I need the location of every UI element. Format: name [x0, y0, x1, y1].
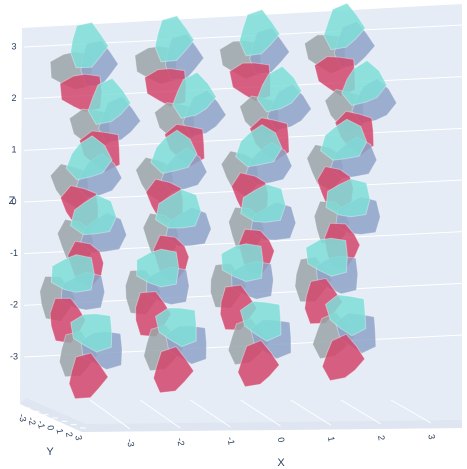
x-tick-label: 3 — [426, 434, 437, 441]
mesh-blob — [319, 118, 368, 161]
grid-line — [89, 399, 131, 430]
mesh-blob — [152, 346, 195, 394]
mesh-blob — [239, 300, 282, 342]
x-axis-title: X — [277, 457, 285, 469]
grid-line — [190, 399, 231, 428]
mesh-blob — [69, 194, 117, 236]
x-tick-label: 0 — [276, 437, 287, 444]
mesh-blob — [154, 188, 202, 229]
y-tick-label: 1 — [55, 428, 66, 435]
z-tick-label: -2 — [10, 300, 18, 310]
mesh-blob — [235, 124, 283, 168]
x-tick-label: -3 — [125, 438, 136, 448]
mesh-blob — [136, 248, 180, 288]
mesh-blob — [256, 65, 303, 113]
mesh-blob — [238, 9, 281, 57]
mesh-blob — [341, 59, 388, 106]
mesh-blob — [237, 339, 280, 388]
mesh-blob — [240, 183, 287, 223]
grid-line — [340, 399, 382, 425]
mesh-blob — [324, 294, 367, 337]
mesh-blob — [220, 243, 264, 283]
z-tick-label: -1 — [10, 248, 18, 258]
mesh-blob — [325, 178, 371, 218]
grid-line — [290, 399, 331, 426]
mesh-blob — [50, 254, 95, 293]
z-tick-label: 3 — [11, 41, 16, 51]
z-tick-label: -3 — [10, 351, 18, 361]
z-tick-label: 1 — [11, 145, 16, 155]
floor — [20, 398, 462, 432]
y-tick-label: 0 — [45, 425, 56, 432]
y-tick-label: -2 — [26, 416, 37, 426]
x-tick-label: -2 — [175, 437, 186, 447]
z-tick-label: 0 — [11, 196, 16, 206]
z-tick-label: 2 — [11, 93, 16, 103]
y-axis-title: Y — [46, 446, 54, 458]
y-tick-label: -1 — [36, 420, 47, 430]
grid-line — [390, 399, 432, 424]
mesh-blob — [323, 2, 366, 51]
grid-line — [139, 399, 181, 429]
y-tick-label: 2 — [64, 431, 75, 438]
x-tick-label: -1 — [225, 436, 236, 446]
y-tick-label: -3 — [17, 413, 28, 423]
mesh-blob — [305, 237, 348, 277]
mesh-blob — [321, 333, 366, 382]
x-tick-label: 2 — [376, 435, 387, 442]
mesh-blob — [87, 77, 132, 126]
mesh-blob — [65, 135, 113, 181]
mesh-blob — [172, 71, 217, 119]
z-axis-title: Z — [9, 195, 16, 207]
mesh-blob — [154, 15, 195, 63]
grid-line — [240, 399, 281, 427]
mesh-blob — [70, 21, 110, 69]
mesh-blob — [154, 307, 197, 348]
mesh-blob — [70, 313, 113, 353]
mesh-blob — [68, 352, 109, 400]
y-tick-label: 3 — [73, 435, 84, 442]
mesh-blob — [150, 129, 198, 174]
x-tick-label: 1 — [326, 436, 337, 443]
